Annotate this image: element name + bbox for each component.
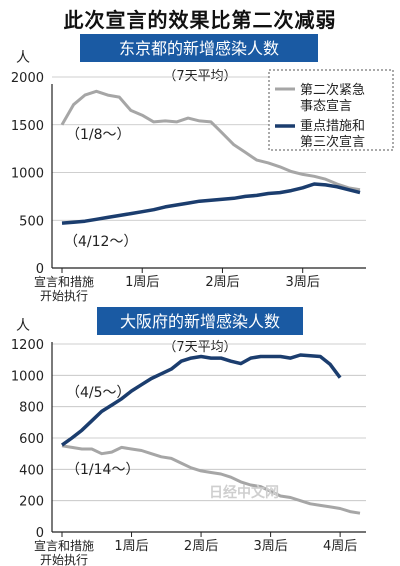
- osaka-y-tick-labels: 0 200 400 600 800 1000 1200: [11, 338, 44, 541]
- y-tick-label: 500: [19, 214, 44, 229]
- x-tick-label: 宣言和措施: [34, 538, 94, 553]
- osaka-gridlines: [52, 343, 366, 502]
- osaka-title-banner: [97, 307, 303, 335]
- x-tick-label: 开始执行: [40, 553, 88, 566]
- y-tick-label: 0: [36, 526, 44, 541]
- x-tick-label: 2周后: [205, 275, 239, 290]
- tokyo-y-tick-labels: 0 500 1000 1500 2000: [11, 71, 44, 277]
- y-tick-label: 200: [19, 495, 44, 510]
- x-tick-label: 宣言和措施: [34, 274, 94, 289]
- y-tick-label: 400: [19, 463, 44, 478]
- x-tick-label: 1周后: [114, 539, 148, 554]
- tokyo-y-unit: 人: [16, 50, 30, 66]
- y-tick-label: 1000: [11, 369, 44, 384]
- y-tick-label: 1200: [11, 338, 44, 353]
- y-tick-label: 2000: [11, 71, 44, 86]
- tokyo-annotation-0412: （4/12～）: [64, 234, 137, 250]
- legend-box: [268, 69, 394, 151]
- y-tick-label: 0: [36, 262, 44, 277]
- x-tick-label: 3周后: [286, 275, 320, 290]
- x-tick-label: 3周后: [253, 539, 287, 554]
- legend-label-second-declaration: 第二次紧急 事态宣言: [300, 82, 369, 114]
- osaka-subtitle: （7天平均）: [163, 340, 236, 355]
- x-tick-label: 1周后: [125, 275, 159, 290]
- tokyo-subtitle: （7天平均）: [163, 69, 236, 84]
- osaka-series-second-declaration: [61, 444, 361, 515]
- tokyo-panel: 东京都的新增感染人数 （7天平均） 人 0 500 1000 1500 2000 宣言和…: [11, 34, 394, 303]
- y-tick-label: 1000: [11, 167, 44, 182]
- tokyo-series-second-declaration: [60, 89, 361, 192]
- osaka-annotation-0114: （1/14～）: [66, 462, 139, 478]
- y-tick-label: 800: [19, 401, 44, 416]
- x-tick-label: 4周后: [323, 539, 357, 554]
- y-tick-label: 600: [19, 432, 44, 447]
- tokyo-title: 东京都的新增感染人数: [119, 39, 279, 58]
- x-tick-label: 开始执行: [40, 289, 88, 303]
- legend-label-third-declaration: 重点措施和 第三次宣言: [300, 118, 369, 150]
- tokyo-legend: 第二次紧急 事态宣言 重点措施和 第三次宣言: [268, 69, 394, 151]
- osaka-panel: 大阪府的新增感染人数 （7天平均） 人 0 200 400 600 800 1000 120…: [11, 307, 366, 566]
- osaka-title: 大阪府的新增感染人数: [120, 312, 280, 331]
- tokyo-title-banner: [80, 34, 318, 62]
- watermark: 日经中文网: [209, 484, 279, 501]
- osaka-annotation-0405: （4/5～）: [66, 385, 131, 401]
- y-tick-label: 1500: [11, 119, 44, 134]
- osaka-series-third-declaration: [60, 353, 342, 447]
- page-title: 此次宣言的效果比第二次减弱: [63, 8, 337, 32]
- tokyo-annotation-0108: （1/8～）: [66, 127, 131, 143]
- x-tick-label: 2周后: [184, 539, 218, 554]
- osaka-y-unit: 人: [16, 318, 30, 334]
- tokyo-series-third-declaration: [61, 182, 361, 225]
